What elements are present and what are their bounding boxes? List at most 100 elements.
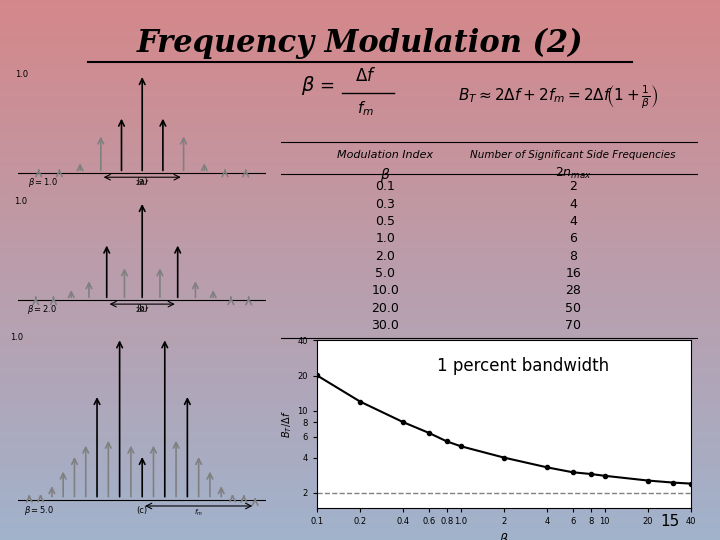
Text: $2\Delta f$: $2\Delta f$	[135, 305, 150, 314]
Bar	[0, 502, 720, 508]
Bar	[0, 432, 720, 437]
Text: $\beta$: $\beta$	[380, 166, 390, 184]
Bar	[0, 221, 720, 227]
Text: 0.3: 0.3	[375, 198, 395, 211]
Bar	[0, 481, 720, 486]
Bar	[0, 162, 720, 167]
Bar	[0, 356, 720, 362]
Bar	[0, 16, 720, 22]
Bar	[0, 313, 720, 319]
Bar	[0, 486, 720, 491]
Bar	[0, 119, 720, 124]
Text: 28: 28	[565, 284, 581, 297]
Bar	[0, 405, 720, 410]
Bar	[0, 518, 720, 524]
Bar	[0, 410, 720, 416]
Text: $\beta = 2.0$: $\beta = 2.0$	[27, 303, 57, 316]
Text: 1.0: 1.0	[15, 70, 28, 79]
Bar	[0, 340, 720, 346]
Bar	[0, 124, 720, 130]
Text: 6: 6	[570, 232, 577, 245]
Bar	[0, 238, 720, 243]
Bar	[0, 324, 720, 329]
Bar	[0, 335, 720, 340]
Bar	[0, 97, 720, 103]
Bar	[0, 22, 720, 27]
Bar	[0, 157, 720, 162]
Text: Number of Significant Side Frequencies: Number of Significant Side Frequencies	[470, 150, 676, 160]
Bar	[0, 302, 720, 308]
Bar	[0, 216, 720, 221]
Text: 1.0: 1.0	[11, 333, 24, 342]
Text: (c): (c)	[137, 506, 148, 515]
Bar	[0, 11, 720, 16]
Bar	[0, 135, 720, 140]
Bar	[0, 146, 720, 151]
Bar	[0, 130, 720, 135]
Bar	[0, 308, 720, 313]
Bar	[0, 508, 720, 513]
Bar	[0, 389, 720, 394]
Text: 2.0: 2.0	[375, 249, 395, 262]
Bar	[0, 167, 720, 173]
Text: 10.0: 10.0	[372, 284, 399, 297]
Text: Modulation Index: Modulation Index	[337, 150, 433, 160]
Text: 4: 4	[570, 215, 577, 228]
Bar	[0, 491, 720, 497]
Bar	[0, 286, 720, 292]
Bar	[0, 394, 720, 400]
Bar	[0, 189, 720, 194]
Text: $B_T \approx 2\Delta f + 2f_m = 2\Delta f\!\left(1 + \frac{1}{\beta}\right)$: $B_T \approx 2\Delta f + 2f_m = 2\Delta …	[458, 84, 658, 111]
Text: 1.0: 1.0	[375, 232, 395, 245]
Bar	[0, 92, 720, 97]
Bar	[0, 265, 720, 270]
Text: 1.0: 1.0	[14, 197, 27, 206]
Bar	[0, 151, 720, 157]
Text: 4: 4	[570, 198, 577, 211]
Bar	[0, 43, 720, 49]
Bar	[0, 173, 720, 178]
Bar	[0, 443, 720, 448]
Bar	[0, 329, 720, 335]
Text: =: =	[320, 77, 334, 95]
Bar	[0, 275, 720, 281]
Bar	[0, 248, 720, 254]
Bar	[0, 535, 720, 540]
Bar	[0, 0, 720, 5]
Bar	[0, 27, 720, 32]
Text: 0.1: 0.1	[375, 180, 395, 193]
Bar	[0, 362, 720, 367]
Bar	[0, 140, 720, 146]
Bar	[0, 464, 720, 470]
Bar	[0, 205, 720, 211]
Bar	[0, 529, 720, 535]
Bar	[0, 59, 720, 65]
Bar	[0, 194, 720, 200]
Bar	[0, 346, 720, 351]
Text: 0.5: 0.5	[375, 215, 395, 228]
Text: $\beta$: $\beta$	[300, 75, 315, 97]
Text: Frequency Modulation (2): Frequency Modulation (2)	[137, 28, 583, 59]
Bar	[0, 5, 720, 11]
Text: 50: 50	[565, 301, 581, 315]
Bar	[0, 292, 720, 297]
Bar	[0, 32, 720, 38]
Text: $\Delta f$: $\Delta f$	[355, 67, 377, 85]
Text: (a): (a)	[136, 177, 148, 186]
Bar	[0, 524, 720, 529]
Bar	[0, 367, 720, 373]
Bar	[0, 232, 720, 238]
Bar	[0, 65, 720, 70]
Text: $2\Delta f$: $2\Delta f$	[135, 178, 150, 187]
Bar	[0, 427, 720, 432]
Bar	[0, 211, 720, 216]
Bar	[0, 178, 720, 184]
Text: $f_m$: $f_m$	[357, 99, 374, 118]
Bar	[0, 513, 720, 518]
Bar	[0, 281, 720, 286]
Bar	[0, 200, 720, 205]
Bar	[0, 448, 720, 454]
Text: $\beta = 1.0$: $\beta = 1.0$	[28, 176, 58, 189]
Bar	[0, 421, 720, 427]
Bar	[0, 103, 720, 108]
